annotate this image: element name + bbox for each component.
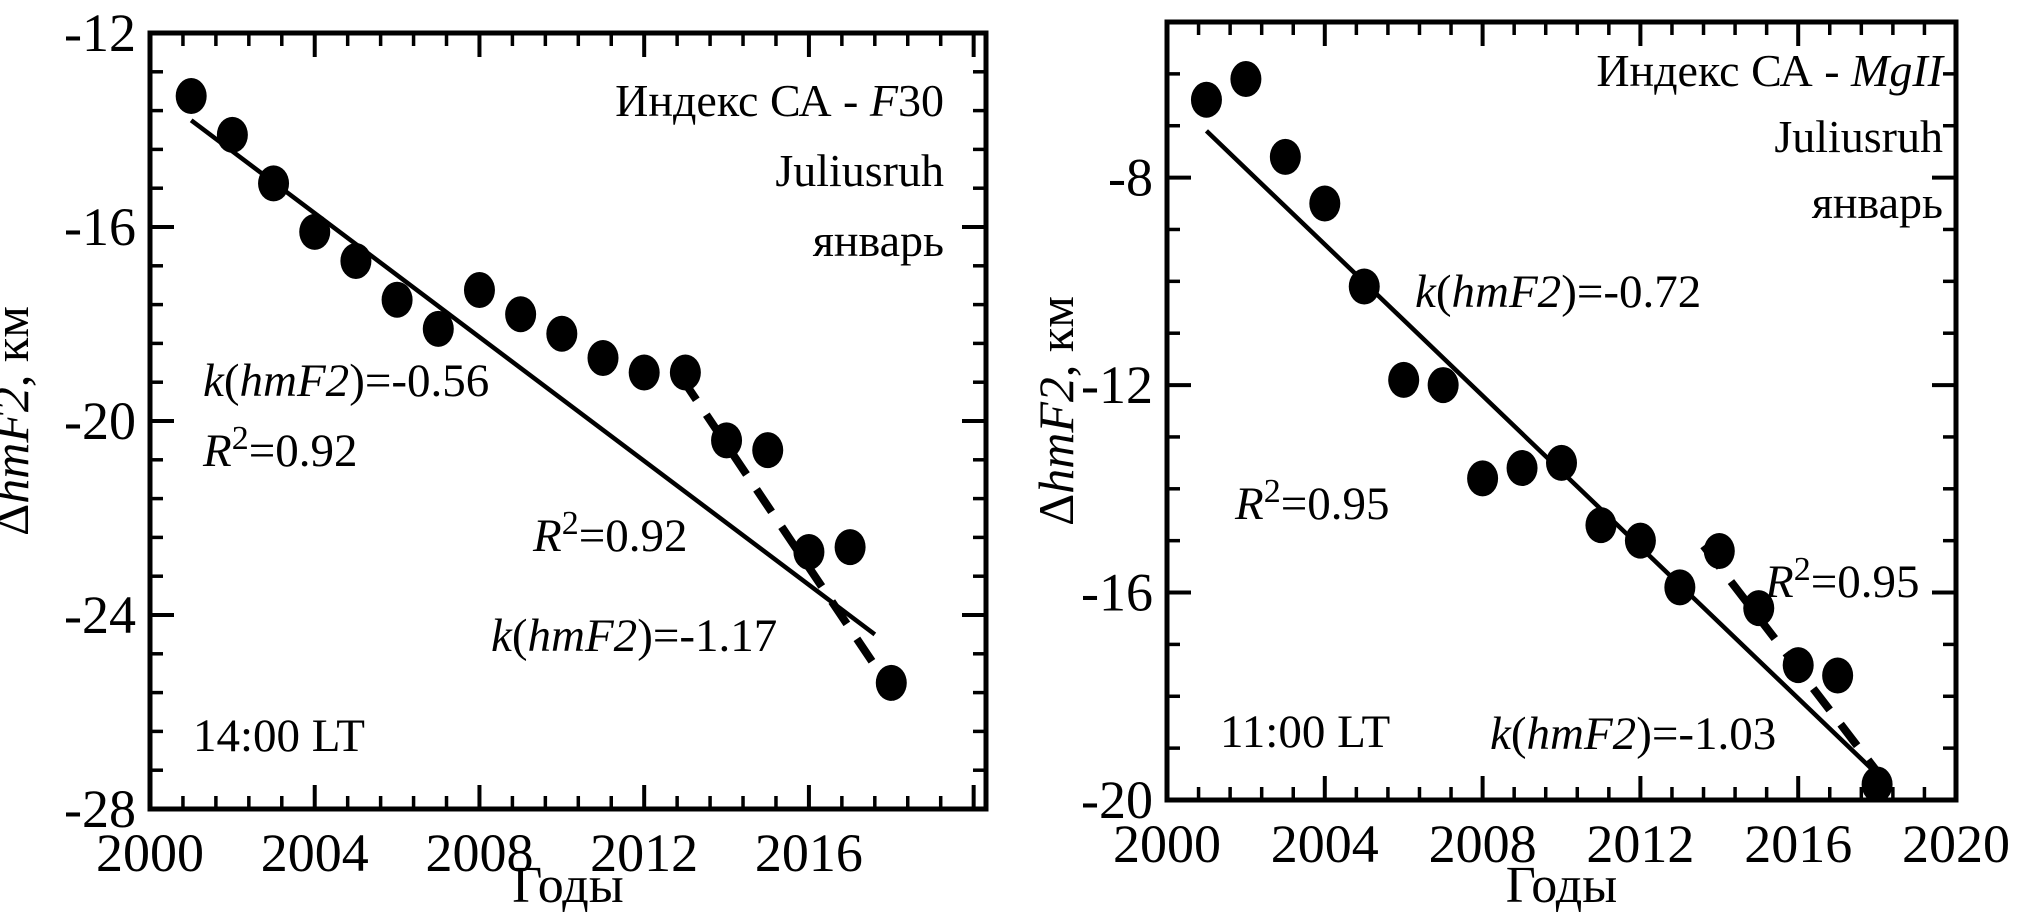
k-solid-label: k(hmF2)=-0.72	[1415, 266, 1701, 318]
data-point	[1309, 185, 1341, 222]
y-tick-label: -16	[64, 197, 136, 257]
chart-mgii: 2000 2004 2008 2012 2016 2020 -8 -12 -16 -20 Индек…	[1028, 19, 2010, 914]
r2-solid-label: R2=0.95	[1234, 473, 1389, 530]
index-label: Индекс СА - F30	[615, 75, 944, 126]
r2-dashed-label: R2=0.95	[1764, 551, 1919, 608]
data-point	[1585, 507, 1617, 544]
x-tick-label: 2008	[425, 823, 533, 883]
x-tick-label: 2012	[590, 823, 698, 883]
data-point	[1388, 361, 1420, 398]
x-tick-label: 2012	[1586, 814, 1694, 874]
data-point	[1861, 766, 1893, 803]
trend-line-solid	[189, 118, 877, 637]
x-axis-label: Годы	[512, 857, 623, 914]
y-tick-label: -20	[1081, 770, 1153, 830]
data-point	[299, 213, 331, 250]
data-point	[1269, 138, 1301, 175]
data-point	[1506, 450, 1538, 487]
month-label: январь	[813, 215, 944, 266]
y-tick-label: -28	[64, 779, 136, 839]
data-point	[752, 432, 784, 469]
data-point	[1624, 522, 1656, 559]
data-point	[793, 533, 825, 570]
y-tick-label: -20	[64, 391, 136, 451]
data-point	[381, 281, 413, 318]
k-dashed-label: k(hmF2)=-1.03	[1490, 708, 1776, 760]
r2-dashed-label: R2=0.92	[532, 505, 687, 562]
data-point	[669, 354, 701, 391]
data-point	[1230, 61, 1262, 98]
data-point	[587, 339, 619, 376]
x-tick-label: 2008	[1429, 814, 1537, 874]
x-tick-label: 2016	[755, 823, 863, 883]
r2-solid-label: R2=0.92	[202, 420, 357, 477]
data-point	[340, 242, 372, 279]
data-point	[1822, 657, 1854, 694]
y-tick-label: -24	[64, 585, 136, 645]
station-label: Juliusruh	[775, 145, 944, 196]
y-tick-label: -16	[1081, 563, 1153, 623]
data-point	[1782, 647, 1814, 684]
k-solid-label: k(hmF2)=-0.56	[203, 355, 489, 407]
time-label: 11:00 LT	[1220, 706, 1390, 758]
data-point	[546, 315, 578, 352]
x-tick-label: 2000	[96, 823, 204, 883]
chart-f30: 2000 2004 2008 2012 2016 -12 -16 -20 -24 -28 Индек…	[0, 3, 989, 914]
x-tick-label: 2020	[1902, 814, 2010, 874]
trend-line-solid	[1204, 129, 1879, 776]
data-point	[1703, 533, 1735, 570]
index-label: Индекс СА - MgII	[1596, 45, 1945, 96]
y-tick-label: -12	[1081, 355, 1153, 415]
station-label: Juliusruh	[1774, 111, 1943, 162]
x-tick-label: 2016	[1744, 814, 1852, 874]
data-point	[834, 529, 866, 566]
y-axis-label: ΔhmF2, км	[1028, 296, 1084, 526]
x-tick-label: 2004	[261, 823, 369, 883]
month-label: январь	[1812, 177, 1943, 228]
x-axis-label: Годы	[1506, 857, 1617, 914]
data-point	[711, 422, 743, 459]
data-point	[258, 165, 290, 202]
data-point	[1467, 460, 1499, 497]
data-point	[1743, 590, 1775, 627]
data-point	[175, 78, 207, 115]
k-dashed-label: k(hmF2)=-1.17	[491, 610, 777, 662]
data-point	[463, 272, 495, 309]
data-point	[505, 296, 537, 333]
data-point	[1427, 367, 1459, 404]
x-tick-label: 2000	[1113, 814, 1221, 874]
data-point	[422, 310, 454, 347]
data-point	[628, 354, 660, 391]
data-point	[1664, 569, 1696, 606]
data-point	[1546, 444, 1577, 481]
time-label: 14:00 LT	[193, 710, 365, 762]
data-point	[1348, 268, 1380, 305]
y-tick-label: -8	[1108, 148, 1153, 208]
y-axis-label: ΔhmF2, км	[0, 306, 39, 536]
y-tick-label: -12	[64, 3, 136, 63]
data-point	[875, 664, 907, 701]
data-point	[1190, 81, 1222, 118]
data-point	[216, 116, 248, 153]
x-tick-label: 2004	[1271, 814, 1379, 874]
plot-frame	[1164, 19, 1959, 803]
